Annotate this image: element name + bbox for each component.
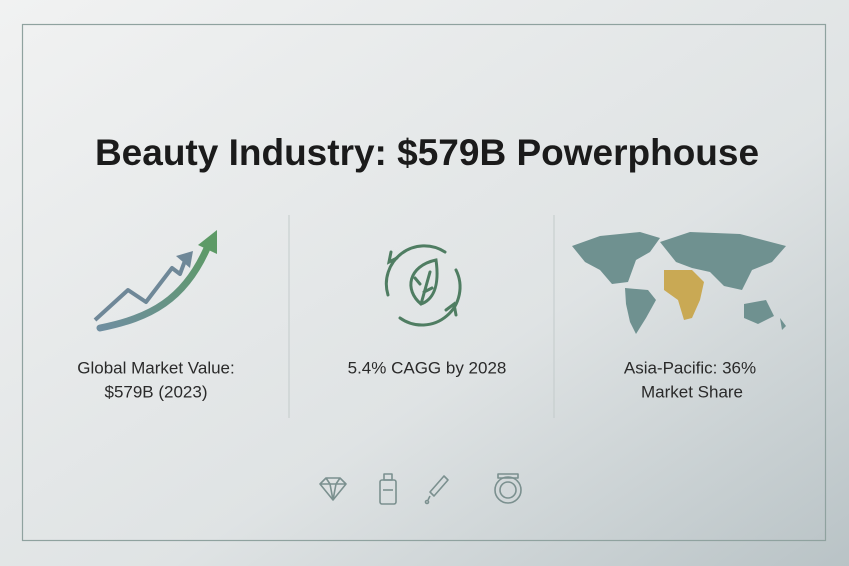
title: Beauty Industry: $579B Powerphouse	[95, 132, 759, 173]
bottom-icons	[319, 473, 522, 505]
caption-line: Asia-Pacific: 36%	[624, 358, 756, 377]
leaf-cycle-icon	[384, 244, 462, 327]
diamond-icon	[319, 477, 347, 501]
growth-icon	[93, 230, 217, 332]
caption-line: $579B (2023)	[104, 382, 207, 401]
dropper-icon	[424, 475, 449, 505]
world-map-icon	[572, 232, 786, 334]
frame	[21, 23, 827, 542]
caption-line: Market Share	[641, 382, 743, 401]
caption-line: Global Market Value:	[77, 358, 234, 377]
bottle-icon	[379, 473, 397, 505]
compact-icon	[494, 473, 522, 504]
caption-line: 5.4% CAGG by 2028	[348, 358, 507, 377]
